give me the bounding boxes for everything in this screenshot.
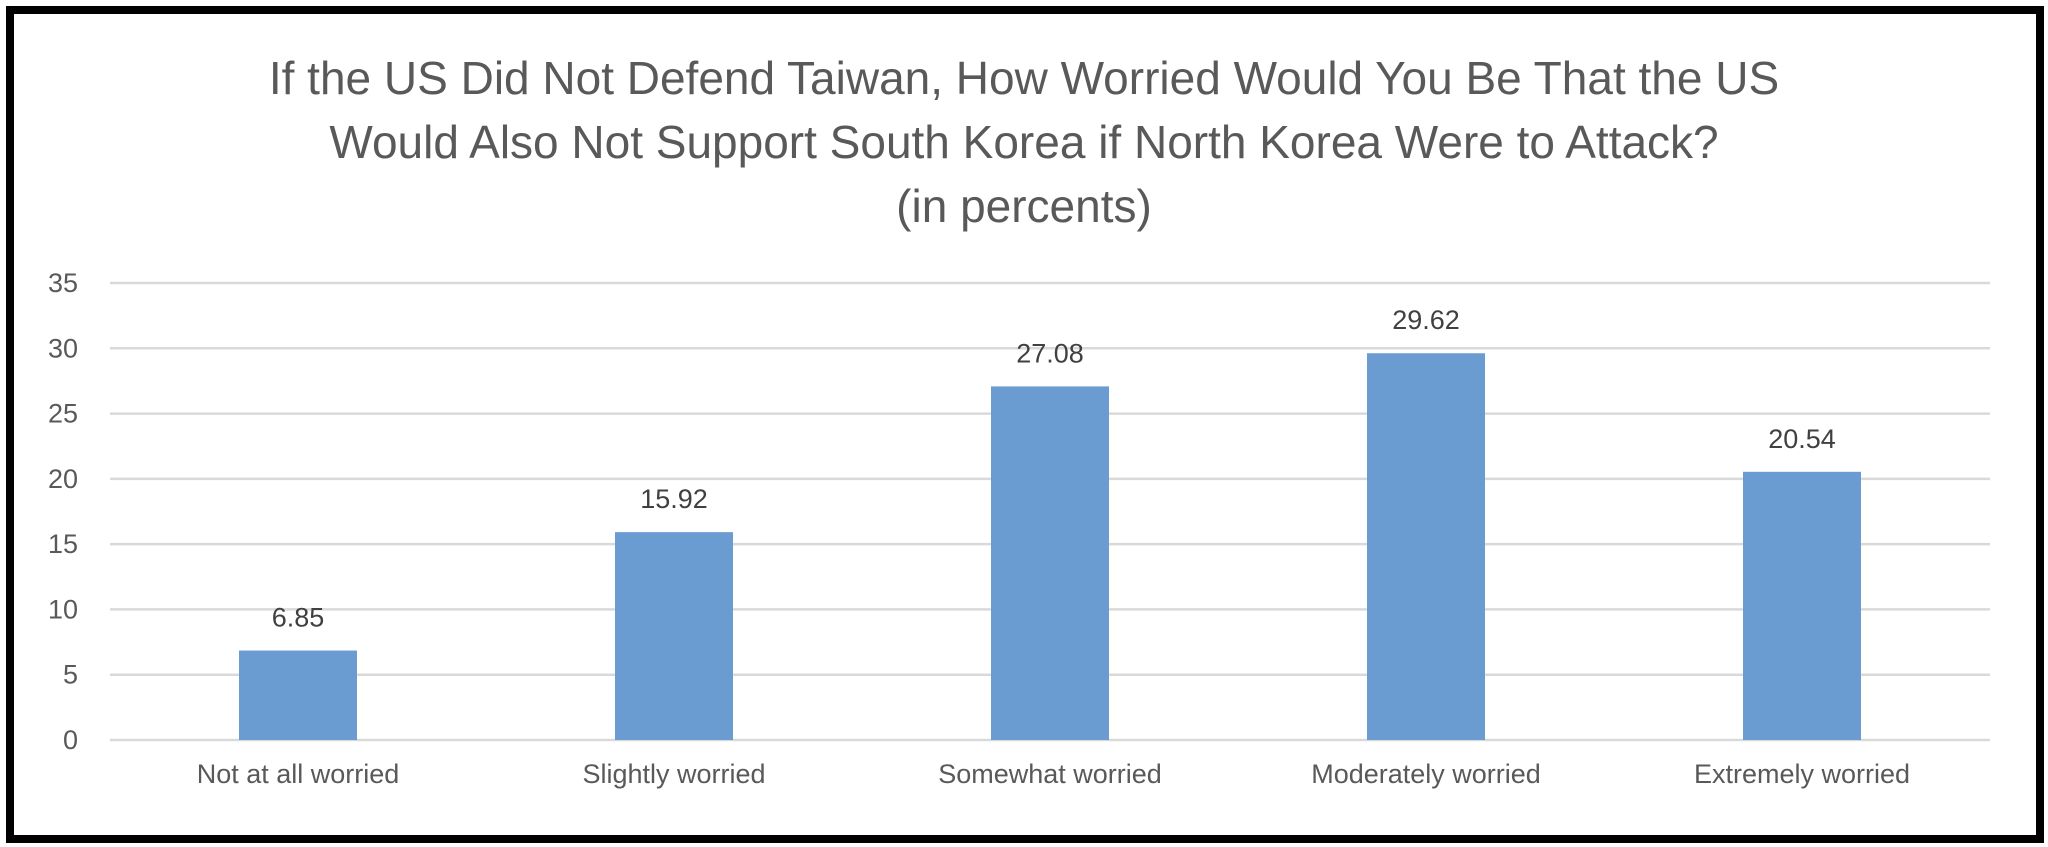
y-tick-label: 5 — [63, 660, 78, 690]
y-tick-label: 25 — [48, 399, 78, 429]
chart-title-line-3: (in percents) — [896, 180, 1152, 232]
y-tick-label: 20 — [48, 464, 78, 494]
data-label: 15.92 — [640, 484, 708, 514]
y-tick-label: 15 — [48, 529, 78, 559]
chart-title: If the US Did Not Defend Taiwan, How Wor… — [0, 46, 2048, 238]
bar — [1743, 471, 1861, 740]
bar — [239, 650, 357, 740]
x-tick-label: Moderately worried — [1311, 759, 1541, 789]
x-tick-label: Somewhat worried — [938, 759, 1162, 789]
y-tick-label: 0 — [63, 725, 78, 755]
y-tick-label: 35 — [48, 268, 78, 298]
bar — [615, 532, 733, 740]
chart-title-line-1: If the US Did Not Defend Taiwan, How Wor… — [268, 52, 1780, 104]
data-label: 20.54 — [1768, 424, 1836, 454]
y-tick-label: 30 — [48, 333, 78, 363]
chart-title-line-2: Would Also Not Support South Korea if No… — [329, 116, 1719, 168]
x-tick-label: Not at all worried — [197, 759, 400, 789]
x-tick-label: Extremely worried — [1694, 759, 1910, 789]
y-tick-label: 10 — [48, 594, 78, 624]
data-label: 27.08 — [1016, 338, 1084, 368]
bar — [1367, 353, 1485, 740]
data-label: 6.85 — [272, 603, 325, 633]
bar — [991, 386, 1109, 740]
data-label: 29.62 — [1392, 305, 1460, 335]
x-tick-label: Slightly worried — [582, 759, 765, 789]
